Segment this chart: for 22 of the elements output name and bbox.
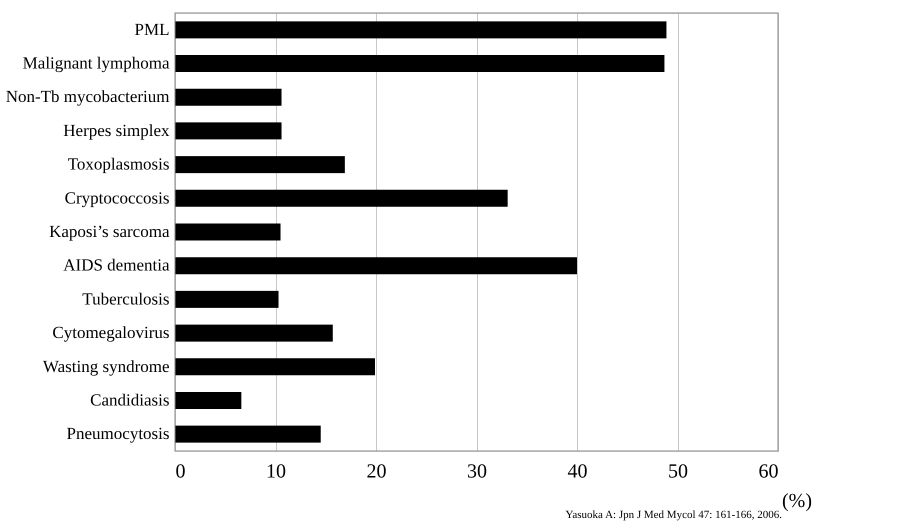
y-tick-label: PML: [134, 20, 170, 39]
text: Yasuoka A: Jpn J Med Mycol 47: 161-166, 2006.: [566, 509, 782, 521]
y-tick-label: AIDS dementia: [63, 256, 170, 275]
y-tick-label: Wasting syndrome: [42, 356, 170, 376]
x-tick-label: 20: [366, 460, 386, 482]
y-tick-label: Malignant lymphoma: [22, 54, 170, 73]
x-tick-label: 10: [266, 460, 286, 482]
y-tick-label: Kaposi’s sarcoma: [49, 222, 170, 241]
y-tick-label: Toxoplasmosis: [68, 154, 170, 174]
y-tick-label: Herpes simplex: [63, 120, 170, 140]
y-tick-label: Cryptococcosis: [64, 188, 170, 208]
x-tick-label: 40: [568, 460, 588, 482]
y-tick-label: Candidiasis: [90, 390, 170, 410]
x-tick-label: 30: [467, 460, 487, 482]
x-tick-label: 50: [668, 460, 688, 482]
x-axis-title: (%): [782, 490, 812, 512]
x-tick-label: 60: [758, 460, 778, 482]
x-tick-label: 0: [176, 460, 186, 482]
y-tick-label: Pneumocytosis: [66, 424, 170, 444]
y-tick-label: Tuberculosis: [82, 289, 170, 308]
y-tick-label: Non-Tb mycobacterium: [6, 87, 170, 106]
y-tick-label: Cytomegalovirus: [52, 323, 170, 342]
